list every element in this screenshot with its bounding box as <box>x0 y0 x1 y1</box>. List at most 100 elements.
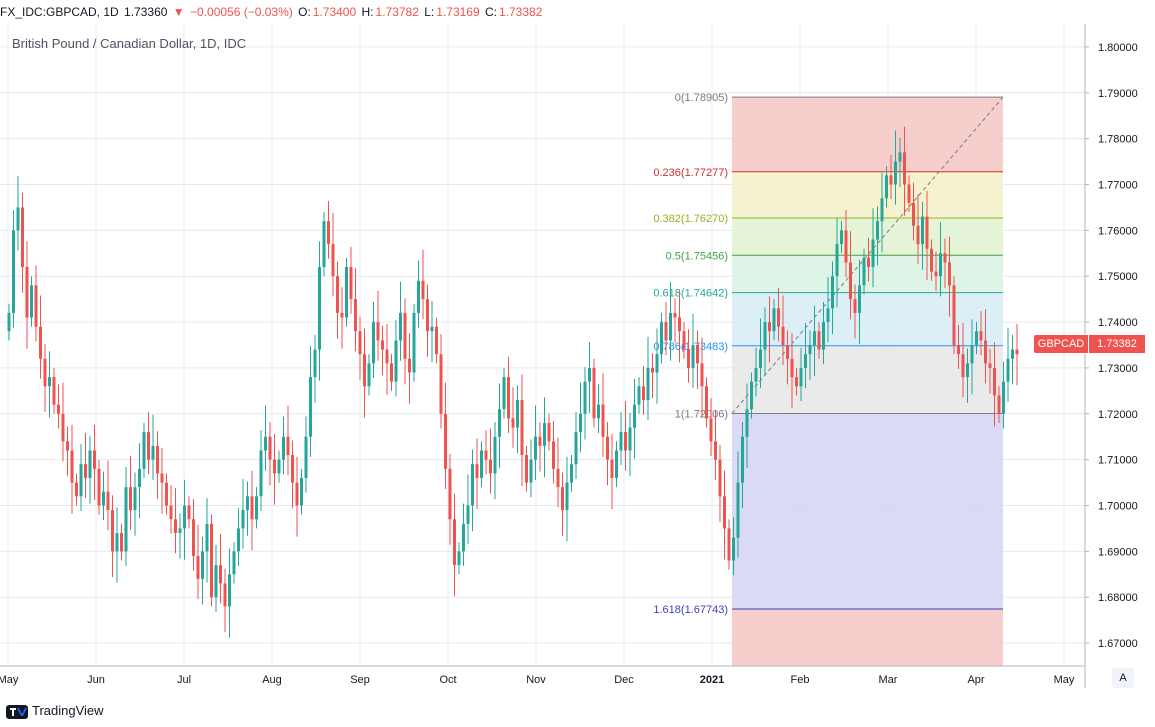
candle-body[interactable] <box>651 367 654 373</box>
candle-body[interactable] <box>313 349 317 378</box>
candle-body[interactable] <box>61 413 65 442</box>
candle-body[interactable] <box>597 404 600 419</box>
candle-body[interactable] <box>223 583 227 607</box>
candle-body[interactable] <box>1006 358 1010 382</box>
candle-body[interactable] <box>556 468 560 488</box>
candle-body[interactable] <box>759 349 762 368</box>
candle-body[interactable] <box>619 432 623 451</box>
candle-body[interactable] <box>853 299 857 313</box>
candle-body[interactable] <box>48 377 51 387</box>
candle-body[interactable] <box>444 413 447 469</box>
candle-body[interactable] <box>826 308 830 323</box>
candle-body[interactable] <box>385 349 389 364</box>
candle-body[interactable] <box>655 354 659 373</box>
candle-body[interactable] <box>250 496 254 520</box>
candle-body[interactable] <box>25 267 29 318</box>
candle-body[interactable] <box>201 551 204 579</box>
candle-body[interactable] <box>363 354 366 387</box>
candle-body[interactable] <box>808 345 812 355</box>
candle-body[interactable] <box>520 400 524 456</box>
tradingview-logo[interactable]: TradingView <box>6 703 104 719</box>
candle-body[interactable] <box>516 400 519 428</box>
candle-body[interactable] <box>394 340 398 382</box>
candle-body[interactable] <box>957 345 960 355</box>
candle-body[interactable] <box>430 326 434 332</box>
candle-body[interactable] <box>232 551 236 575</box>
candle-body[interactable] <box>660 322 663 355</box>
candle-body[interactable] <box>664 322 668 341</box>
candle-body[interactable] <box>192 519 195 556</box>
candle-body[interactable] <box>75 482 78 497</box>
candle-body[interactable] <box>696 345 699 364</box>
candle-body[interactable] <box>174 519 177 534</box>
candle-body[interactable] <box>592 367 596 419</box>
candle-body[interactable] <box>673 312 677 318</box>
candle-body[interactable] <box>390 363 393 382</box>
candle-body[interactable] <box>133 487 137 511</box>
candle-body[interactable] <box>493 436 497 474</box>
candle-body[interactable] <box>403 312 407 359</box>
candle-body[interactable] <box>817 331 821 350</box>
candle-body[interactable] <box>709 418 713 442</box>
candle-body[interactable] <box>138 468 141 488</box>
candle-body[interactable] <box>952 285 956 345</box>
candle-body[interactable] <box>340 312 344 318</box>
candle-body[interactable] <box>219 565 222 584</box>
candle-body[interactable] <box>637 386 641 405</box>
candle-body[interactable] <box>475 464 479 478</box>
candle-body[interactable] <box>372 322 375 364</box>
candle-body[interactable] <box>718 459 722 497</box>
candle-body[interactable] <box>574 432 578 465</box>
candle-body[interactable] <box>165 482 168 506</box>
candle-body[interactable] <box>723 496 726 529</box>
candle-body[interactable] <box>835 244 839 277</box>
candle-body[interactable] <box>376 322 380 341</box>
candle-body[interactable] <box>21 207 24 268</box>
candle-body[interactable] <box>34 285 38 327</box>
candle-body[interactable] <box>295 482 299 506</box>
candle-body[interactable] <box>984 340 987 364</box>
candle-body[interactable] <box>682 331 686 350</box>
candle-body[interactable] <box>1011 349 1014 359</box>
candle-body[interactable] <box>466 505 470 524</box>
price-chart[interactable]: 0(1.78905) 0.236(1.77277) 0.382(1.76270) 0.… <box>0 24 1155 697</box>
candle-body[interactable] <box>30 285 33 318</box>
candle-body[interactable] <box>583 381 587 414</box>
candle-body[interactable] <box>628 427 632 451</box>
candle-body[interactable] <box>925 216 929 249</box>
candle-body[interactable] <box>210 523 213 598</box>
candle-body[interactable] <box>354 299 357 332</box>
candle-body[interactable] <box>894 161 897 185</box>
candle-body[interactable] <box>633 404 636 428</box>
candle-body[interactable] <box>183 505 186 529</box>
candle-body[interactable] <box>579 413 582 433</box>
candle-body[interactable] <box>502 377 506 410</box>
candle-body[interactable] <box>84 464 87 478</box>
candle-body[interactable] <box>300 477 303 506</box>
candle-body[interactable] <box>921 216 924 245</box>
candle-body[interactable] <box>349 267 353 300</box>
candle-body[interactable] <box>322 221 326 268</box>
candle-body[interactable] <box>570 464 573 483</box>
candle-body[interactable] <box>106 491 110 511</box>
candle-body[interactable] <box>840 230 843 245</box>
candle-body[interactable] <box>799 367 803 387</box>
candle-body[interactable] <box>691 345 695 368</box>
candle-body[interactable] <box>196 555 200 579</box>
candle-body[interactable] <box>997 395 1001 414</box>
candle-body[interactable] <box>529 459 533 483</box>
candle-body[interactable] <box>610 459 614 478</box>
candle-body[interactable] <box>934 271 938 277</box>
candle-body[interactable] <box>736 482 740 538</box>
candle-body[interactable] <box>435 326 438 355</box>
candle-body[interactable] <box>120 533 123 552</box>
candle-body[interactable] <box>43 358 47 387</box>
candle-body[interactable] <box>930 248 933 272</box>
candle-body[interactable] <box>565 482 569 511</box>
candle-body[interactable] <box>187 505 191 520</box>
candle-body[interactable] <box>790 358 794 378</box>
candle-body[interactable] <box>678 317 681 332</box>
candle-body[interactable] <box>948 262 951 286</box>
candle-body[interactable] <box>939 253 942 277</box>
candle-body[interactable] <box>1002 381 1005 414</box>
